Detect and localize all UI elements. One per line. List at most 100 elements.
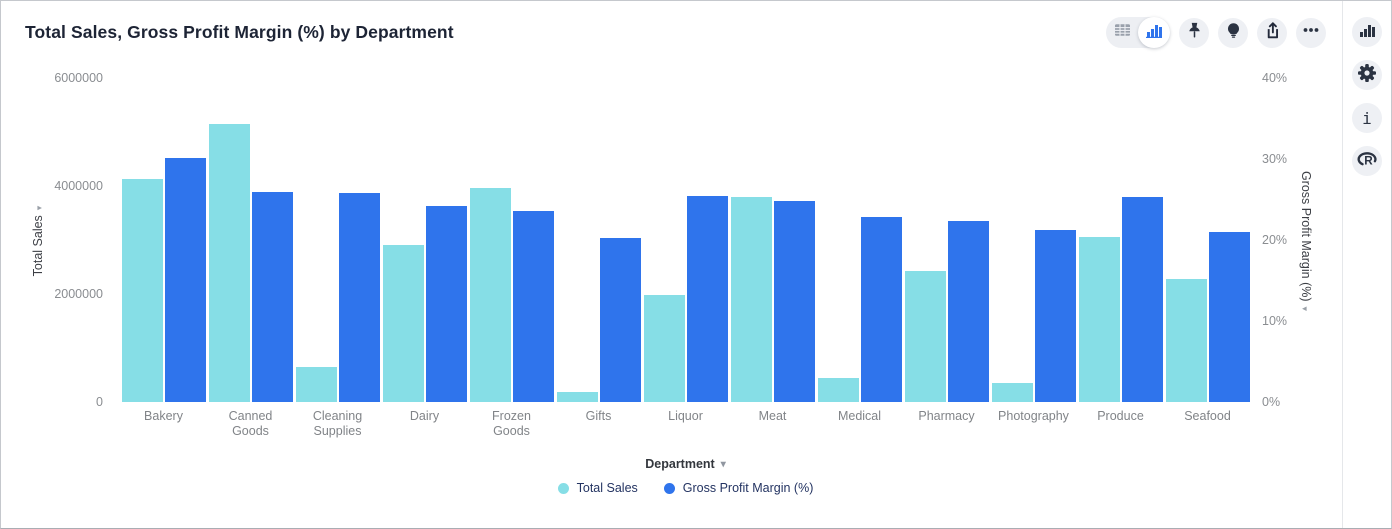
view-toggle[interactable]	[1106, 17, 1170, 48]
x-axis-field-control[interactable]: Department ▾	[120, 457, 1251, 471]
chart-type-button[interactable]	[1352, 17, 1382, 47]
x-axis-category-label: Frozen Goods	[492, 409, 531, 438]
axis-tick-label: 0	[96, 395, 103, 409]
settings-button[interactable]	[1352, 60, 1382, 90]
y-axis-right-ticks: 0% 10% 20% 30% 40%	[1262, 71, 1306, 409]
bar[interactable]	[947, 221, 989, 402]
chart-legend: Total Sales Gross Profit Margin (%)	[120, 481, 1251, 495]
export-icon	[1263, 21, 1282, 45]
x-axis-labels: Bakery Canned Goods Cleaning Supplies Dairy…	[120, 409, 1251, 439]
bar[interactable]	[730, 196, 772, 402]
legend-label: Gross Profit Margin (%)	[682, 481, 814, 495]
legend-item[interactable]: Gross Profit Margin (%)	[663, 481, 814, 495]
legend-dot-icon	[557, 482, 569, 494]
more-options-button[interactable]	[1296, 17, 1326, 48]
info-button[interactable]: i	[1352, 103, 1382, 133]
axis-tick-label: 6000000	[54, 71, 103, 85]
bar[interactable]	[382, 244, 424, 402]
x-axis-category-label: Canned Goods	[228, 409, 273, 438]
bar[interactable]	[425, 206, 467, 402]
bar-group	[120, 78, 207, 402]
x-axis-field-label: Department	[645, 457, 715, 471]
axis-tick-label: 4000000	[54, 179, 103, 193]
pin-button[interactable]	[1179, 17, 1209, 48]
bar-group	[1164, 78, 1251, 402]
axis-tick-label: 0%	[1262, 395, 1281, 409]
x-axis-category-label: Seafood	[1184, 409, 1231, 423]
axis-tick-label: 30%	[1262, 152, 1288, 166]
chart-view-button[interactable]	[1138, 17, 1170, 48]
side-rail: i R	[1342, 1, 1391, 528]
bar[interactable]	[1078, 236, 1120, 402]
axis-tick-label: 2000000	[54, 287, 103, 301]
bar[interactable]	[643, 294, 685, 402]
bar[interactable]	[773, 201, 815, 402]
bar[interactable]	[991, 383, 1033, 402]
r-logo-button[interactable]: R	[1352, 146, 1382, 176]
bar[interactable]	[599, 238, 641, 402]
x-axis-category-label: Gifts	[585, 409, 612, 423]
axis-tick-label: 40%	[1262, 71, 1288, 85]
axis-tick-label: 10%	[1262, 314, 1288, 328]
bar[interactable]	[338, 193, 380, 402]
bar[interactable]	[1208, 231, 1250, 402]
bar[interactable]	[121, 179, 163, 402]
bar[interactable]	[208, 124, 250, 402]
y-axis-left-title: Total Sales▾	[31, 205, 45, 277]
bar[interactable]	[1034, 230, 1076, 402]
x-axis-category-label: Bakery	[144, 409, 183, 423]
bar[interactable]	[686, 196, 728, 402]
settings-gear-icon	[1357, 63, 1377, 88]
bar-group	[729, 78, 816, 402]
export-button[interactable]	[1257, 17, 1287, 48]
bar-group	[1077, 78, 1164, 402]
plot-area	[120, 78, 1251, 402]
info-icon: i	[1362, 108, 1372, 128]
pin-icon	[1185, 21, 1204, 45]
bar[interactable]	[556, 391, 598, 402]
x-axis-category-label: Liquor	[668, 409, 703, 423]
table-view-button[interactable]	[1106, 17, 1138, 48]
bar[interactable]	[164, 158, 206, 402]
axis-arrow-icon: ▾	[34, 205, 44, 211]
svg-text:R: R	[1364, 154, 1373, 167]
x-axis-category-label: Cleaning Supplies	[312, 409, 363, 438]
bar-group	[468, 78, 555, 402]
bar[interactable]	[295, 367, 337, 402]
bar[interactable]	[1165, 278, 1207, 402]
bar[interactable]	[1121, 197, 1163, 402]
chart-panel: Total Sales, Gross Profit Margin (%) by …	[1, 1, 1342, 528]
x-axis-category-label: Medical	[837, 409, 882, 423]
bar-group	[990, 78, 1077, 402]
bar-group	[207, 78, 294, 402]
axis-tick-label: 20%	[1262, 233, 1288, 247]
bar-chart-icon	[1146, 23, 1162, 43]
x-axis-category-label: Pharmacy	[918, 409, 975, 423]
x-axis-category-label: Produce	[1097, 409, 1144, 423]
bar-group	[555, 78, 642, 402]
chart-toolbar	[1106, 17, 1326, 48]
more-options-icon	[1302, 21, 1320, 44]
y-axis-left-ticks: 0 2000000 4000000 6000000	[19, 71, 103, 409]
bar[interactable]	[904, 271, 946, 402]
bar[interactable]	[860, 216, 902, 402]
bar-group	[642, 78, 729, 402]
legend-dot-icon	[663, 482, 675, 494]
legend-item[interactable]: Total Sales	[557, 481, 638, 495]
bar[interactable]	[469, 187, 511, 402]
bar[interactable]	[817, 377, 859, 402]
table-view-icon	[1114, 22, 1131, 43]
page-title: Total Sales, Gross Profit Margin (%) by …	[25, 22, 454, 42]
x-axis-category-label: Photography	[998, 409, 1069, 423]
insights-button[interactable]	[1218, 17, 1248, 48]
x-axis-category-label: Meat	[758, 409, 787, 423]
x-axis-category-label: Dairy	[409, 409, 440, 423]
bar-group	[816, 78, 903, 402]
r-logo-icon: R	[1357, 150, 1377, 173]
bar[interactable]	[512, 210, 554, 402]
lightbulb-icon	[1224, 21, 1243, 45]
bar[interactable]	[251, 192, 293, 402]
chart-type-icon	[1359, 22, 1376, 43]
bar-group	[903, 78, 990, 402]
